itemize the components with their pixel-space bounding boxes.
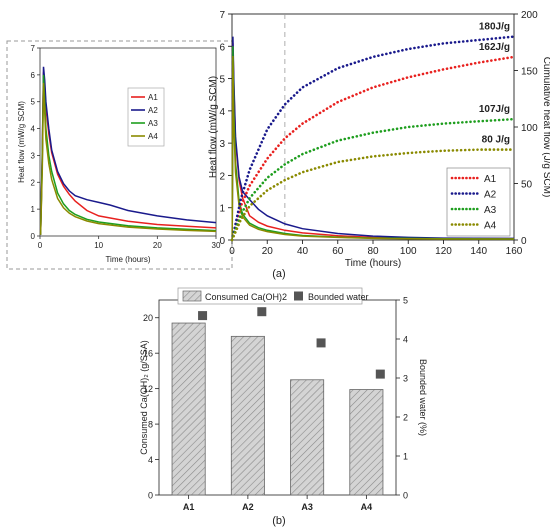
main-legend-label: A2 <box>484 190 497 201</box>
bar-right-y-tick-label: 3 <box>403 374 408 384</box>
main-right-y-tick-label: 50 <box>521 180 533 191</box>
bar-x-tick-label: A1 <box>183 502 195 512</box>
inset-plot-area <box>39 47 217 237</box>
bar-right-y-tick-label: 0 <box>403 491 408 501</box>
inset-y-axis-label: Heat flow (mW/g SCM) <box>17 101 26 183</box>
main-x-tick-label: 140 <box>470 246 487 257</box>
bar-left-y-axis-label: Consumed Ca(OH)₂ (g/SSA) <box>139 340 149 455</box>
inset-legend-label: A4 <box>148 132 158 141</box>
cumulative-final-label-a1: 162J/g <box>479 42 510 53</box>
inset-x-tick-label: 10 <box>94 241 103 250</box>
main-left-y-tick-label: 7 <box>219 10 225 21</box>
bar-right-y-tick-label: 2 <box>403 413 408 423</box>
bar-a3 <box>290 379 325 496</box>
inset-legend-label: A3 <box>148 119 158 128</box>
main-x-tick-label: 120 <box>435 246 452 257</box>
marker-legend-swatch <box>294 291 303 301</box>
cumulative-final-label-a3: 107J/g <box>479 104 510 115</box>
bar-legend-swatch <box>182 290 202 302</box>
main-right-y-tick-label: 0 <box>521 236 527 247</box>
cumulative-line-a4 <box>230 148 516 242</box>
main-right-y-tick-label: 150 <box>521 67 538 78</box>
bar-a2 <box>230 335 265 496</box>
inset-y-tick-label: 0 <box>31 232 36 241</box>
bar-legend-label: Consumed Ca(OH)2 <box>205 292 287 302</box>
main-right-y-tick-label: 200 <box>521 10 538 21</box>
inset-x-tick-label: 0 <box>38 241 43 250</box>
cumulative-line-a2 <box>230 35 516 242</box>
bar-x-tick-label: A2 <box>242 502 254 512</box>
inset-y-tick-label: 3 <box>31 151 36 160</box>
cumulative-line-a3 <box>230 117 516 242</box>
cumulative-line-a1 <box>230 55 516 242</box>
panel-a-label: (a) <box>272 268 285 280</box>
main-legend-label: A4 <box>484 221 497 232</box>
bar-legend <box>177 287 363 305</box>
main-right-y-tick-label: 100 <box>521 123 538 134</box>
main-x-tick-label: 0 <box>229 246 235 257</box>
main-x-tick-label: 100 <box>400 246 417 257</box>
main-x-tick-label: 40 <box>297 246 309 257</box>
bounded-water-marker-a1 <box>198 311 208 321</box>
main-legend-label: A1 <box>484 174 497 185</box>
main-left-y-tick-label: 4 <box>219 107 225 118</box>
bar-left-y-tick-label: 4 <box>148 455 153 465</box>
inset-y-tick-label: 6 <box>31 71 36 80</box>
main-x-tick-label: 160 <box>506 246 523 257</box>
inset-y-tick-label: 7 <box>31 44 36 53</box>
bar-x-tick-label: A3 <box>301 502 313 512</box>
main-x-axis-label: Time (hours) <box>345 258 401 269</box>
inset-x-tick-label: 30 <box>212 241 221 250</box>
inset-y-tick-label: 5 <box>31 98 36 107</box>
bounded-water-marker-a4 <box>375 369 385 379</box>
inset-y-tick-label: 4 <box>31 125 36 134</box>
heat-flow-line-a4 <box>231 55 514 240</box>
bar-right-y-axis-label: Bounded water (%) <box>418 359 428 436</box>
main-left-y-axis-label: Heat flow (mW/g SCM) <box>208 76 219 178</box>
inset-series-line-a4 <box>39 82 217 235</box>
bar-left-y-tick-label: 12 <box>143 384 153 394</box>
main-left-y-tick-label: 3 <box>219 139 225 150</box>
bar-right-y-tick-label: 1 <box>403 452 408 462</box>
inset-x-tick-label: 20 <box>153 241 162 250</box>
bar-left-y-tick-label: 0 <box>148 491 153 501</box>
bar-left-y-tick-label: 20 <box>143 313 153 323</box>
inset-y-tick-label: 2 <box>31 178 36 187</box>
panel-b-label: (b) <box>272 515 285 527</box>
main-left-y-tick-label: 0 <box>219 236 225 247</box>
main-legend-label: A3 <box>484 205 497 216</box>
bar-a4 <box>349 389 384 496</box>
inset-x-axis-label: Time (hours) <box>105 255 150 264</box>
bounded-water-marker-a2 <box>257 307 267 317</box>
main-left-y-tick-label: 6 <box>219 42 225 53</box>
inset-legend-label: A1 <box>148 93 158 102</box>
marker-legend-label: Bounded water <box>308 292 369 302</box>
bar-left-y-tick-label: 8 <box>148 420 153 430</box>
cumulative-final-label-a4: 80 J/g <box>482 135 510 146</box>
inset-legend-label: A2 <box>148 106 158 115</box>
main-left-y-tick-label: 1 <box>219 204 225 215</box>
main-x-tick-label: 20 <box>262 246 274 257</box>
heat-flow-line-a2 <box>231 36 515 240</box>
main-x-tick-label: 80 <box>367 246 379 257</box>
main-right-y-axis-label: Cumulative heat flow (J/g SCM) <box>541 57 550 198</box>
bar-right-y-tick-label: 4 <box>403 335 408 345</box>
bounded-water-marker-a3 <box>316 338 326 348</box>
main-x-tick-label: 60 <box>332 246 344 257</box>
bar-left-y-tick-label: 16 <box>143 349 153 359</box>
main-left-y-tick-label: 5 <box>219 75 225 86</box>
inset-series-line-a2 <box>39 66 217 235</box>
bar-a1 <box>171 322 206 496</box>
bar-right-y-tick-label: 5 <box>403 296 408 306</box>
bar-x-tick-label: A4 <box>361 502 373 512</box>
main-chart: 0 1 2 3 4 5 6 7 0 50 100 150 200 0 20 40 60 80 100 120 140 16… <box>208 10 550 269</box>
inset-y-tick-label: 1 <box>31 205 36 214</box>
cumulative-final-label-a2: 180J/g <box>479 22 510 33</box>
inset-frame <box>6 40 233 270</box>
main-left-y-tick-label: 2 <box>219 171 225 182</box>
